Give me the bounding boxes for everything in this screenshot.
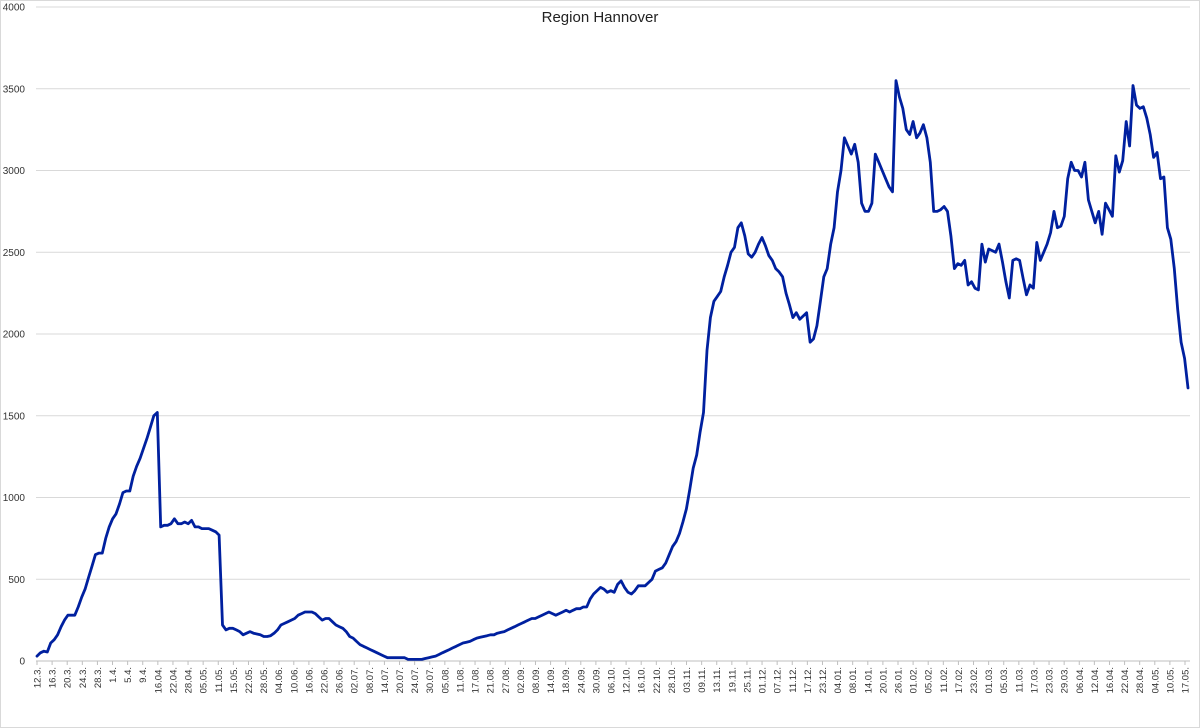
x-tick-label: 08.09. — [531, 667, 542, 693]
plot-area — [35, 79, 1190, 661]
x-tick-label: 06.04. — [1075, 667, 1086, 693]
x-tick-label: 12.3. — [33, 667, 44, 688]
x-tick-label: 15.05. — [229, 667, 240, 693]
x-tick-label: 12.10. — [622, 667, 633, 693]
x-tick-label: 07.12. — [773, 667, 784, 693]
x-tick-label: 02.09. — [516, 667, 527, 693]
x-tick-label: 16.10. — [637, 667, 648, 693]
chart-title: Region Hannover — [541, 9, 659, 26]
x-tick-label: 28.05. — [259, 667, 270, 693]
gridlines — [36, 6, 1190, 662]
x-tick-label: 04.05. — [1150, 667, 1161, 693]
x-tick-label: 05.08. — [440, 667, 451, 693]
x-tick-label: 16.06. — [304, 667, 315, 693]
x-tick-label: 20.3. — [63, 667, 74, 688]
y-tick-label: 4000 — [3, 3, 26, 14]
y-tick-label: 1000 — [3, 493, 26, 504]
x-tick-label: 11.08. — [455, 667, 466, 693]
y-axis: 0 500 1000 1500 2000 2500 3000 3500 4000 — [3, 3, 26, 668]
x-tick-label: 28.3. — [93, 667, 104, 688]
x-tick-label: 11.02. — [939, 667, 950, 693]
x-tick-label: 5.4. — [123, 667, 134, 683]
y-tick-label: 500 — [8, 575, 25, 586]
x-tick-label: 30.07. — [425, 667, 436, 693]
x-tick-label: 22.04. — [168, 667, 179, 693]
x-tick-label: 16.3. — [48, 667, 59, 688]
x-tick-label: 01.02. — [909, 667, 920, 693]
series-line — [35, 79, 1190, 661]
x-tick-label: 30.09. — [591, 667, 602, 693]
x-tick-label: 09.11. — [697, 667, 708, 693]
x-tick-label: 16.04. — [1105, 667, 1116, 693]
x-tick-label: 05.05. — [199, 667, 210, 693]
x-tick-label: 26.06. — [335, 667, 346, 693]
x-tick-label: 22.10. — [652, 667, 663, 693]
y-tick-label: 0 — [19, 657, 25, 668]
x-tick-label: 17.12. — [803, 667, 814, 693]
x-tick-label: 23.02. — [969, 667, 980, 693]
x-tick-label: 19.11. — [727, 667, 738, 693]
x-tick-label: 22.06. — [320, 667, 331, 693]
x-tick-label: 08.07. — [365, 667, 376, 693]
x-tick-label: 20.07. — [395, 667, 406, 693]
x-tick-label: 1.4. — [108, 667, 119, 683]
x-tick-label: 04.01. — [833, 667, 844, 693]
x-tick-label: 27.08. — [501, 667, 512, 693]
x-tick-label: 03.11. — [682, 667, 693, 693]
x-tick-label: 04.06. — [274, 667, 285, 693]
x-tick-label: 24.3. — [78, 667, 89, 688]
y-tick-label: 3000 — [3, 166, 26, 177]
x-tick-label: 10.06. — [289, 667, 300, 693]
x-axis: 12.3. 16.3. 20.3. 24.3. 28.3. 1.4. 5.4. 9.4. 16.… — [33, 660, 1192, 693]
y-tick-label: 3500 — [3, 84, 26, 95]
x-tick-label: 13.11. — [712, 667, 723, 693]
x-tick-label: 22.04. — [1120, 667, 1131, 693]
x-tick-label: 23.12. — [818, 667, 829, 693]
x-tick-label: 11.03. — [1014, 667, 1025, 693]
x-tick-label: 28.04. — [1135, 667, 1146, 693]
y-tick-label: 1500 — [3, 411, 26, 422]
x-tick-label: 22.05. — [244, 667, 255, 693]
x-tick-label: 29.03. — [1060, 667, 1071, 693]
x-tick-label: 12.04. — [1090, 667, 1101, 693]
x-tick-label: 25.11. — [742, 667, 753, 693]
y-tick-label: 2000 — [3, 330, 26, 341]
x-tick-label: 9.4. — [138, 667, 149, 683]
x-tick-label: 10.05. — [1165, 667, 1176, 693]
y-tick-label: 2500 — [3, 248, 26, 259]
x-tick-label: 28.04. — [184, 667, 195, 693]
x-tick-label: 11.12. — [788, 667, 799, 693]
x-tick-label: 08.01. — [848, 667, 859, 693]
x-tick-label: 06.10. — [607, 667, 618, 693]
x-tick-label: 18.09. — [561, 667, 572, 693]
x-tick-label: 16.04. — [153, 667, 164, 693]
x-tick-label: 21.08. — [486, 667, 497, 693]
x-tick-label: 17.02. — [954, 667, 965, 693]
x-tick-label: 26.01. — [894, 667, 905, 693]
x-tick-label: 20.01. — [878, 667, 889, 693]
x-tick-label: 14.07. — [380, 667, 391, 693]
x-tick-label: 02.07. — [350, 667, 361, 693]
x-tick-label: 28.10. — [667, 667, 678, 693]
x-tick-label: 11.05. — [214, 667, 225, 693]
x-tick-label: 14.01. — [863, 667, 874, 693]
x-tick-label: 01.12. — [758, 667, 769, 693]
x-tick-label: 23.03. — [1045, 667, 1056, 693]
x-tick-label: 24.07. — [410, 667, 421, 693]
x-tick-label: 14.09. — [546, 667, 557, 693]
x-tick-label: 05.03. — [999, 667, 1010, 693]
x-tick-label: 17.08. — [471, 667, 482, 693]
x-tick-label: 17.05. — [1181, 667, 1192, 693]
x-tick-label: 01.03. — [984, 667, 995, 693]
x-tick-label: 05.02. — [924, 667, 935, 693]
x-tick-label: 17.03. — [1029, 667, 1040, 693]
x-tick-label: 24.09. — [576, 667, 587, 693]
